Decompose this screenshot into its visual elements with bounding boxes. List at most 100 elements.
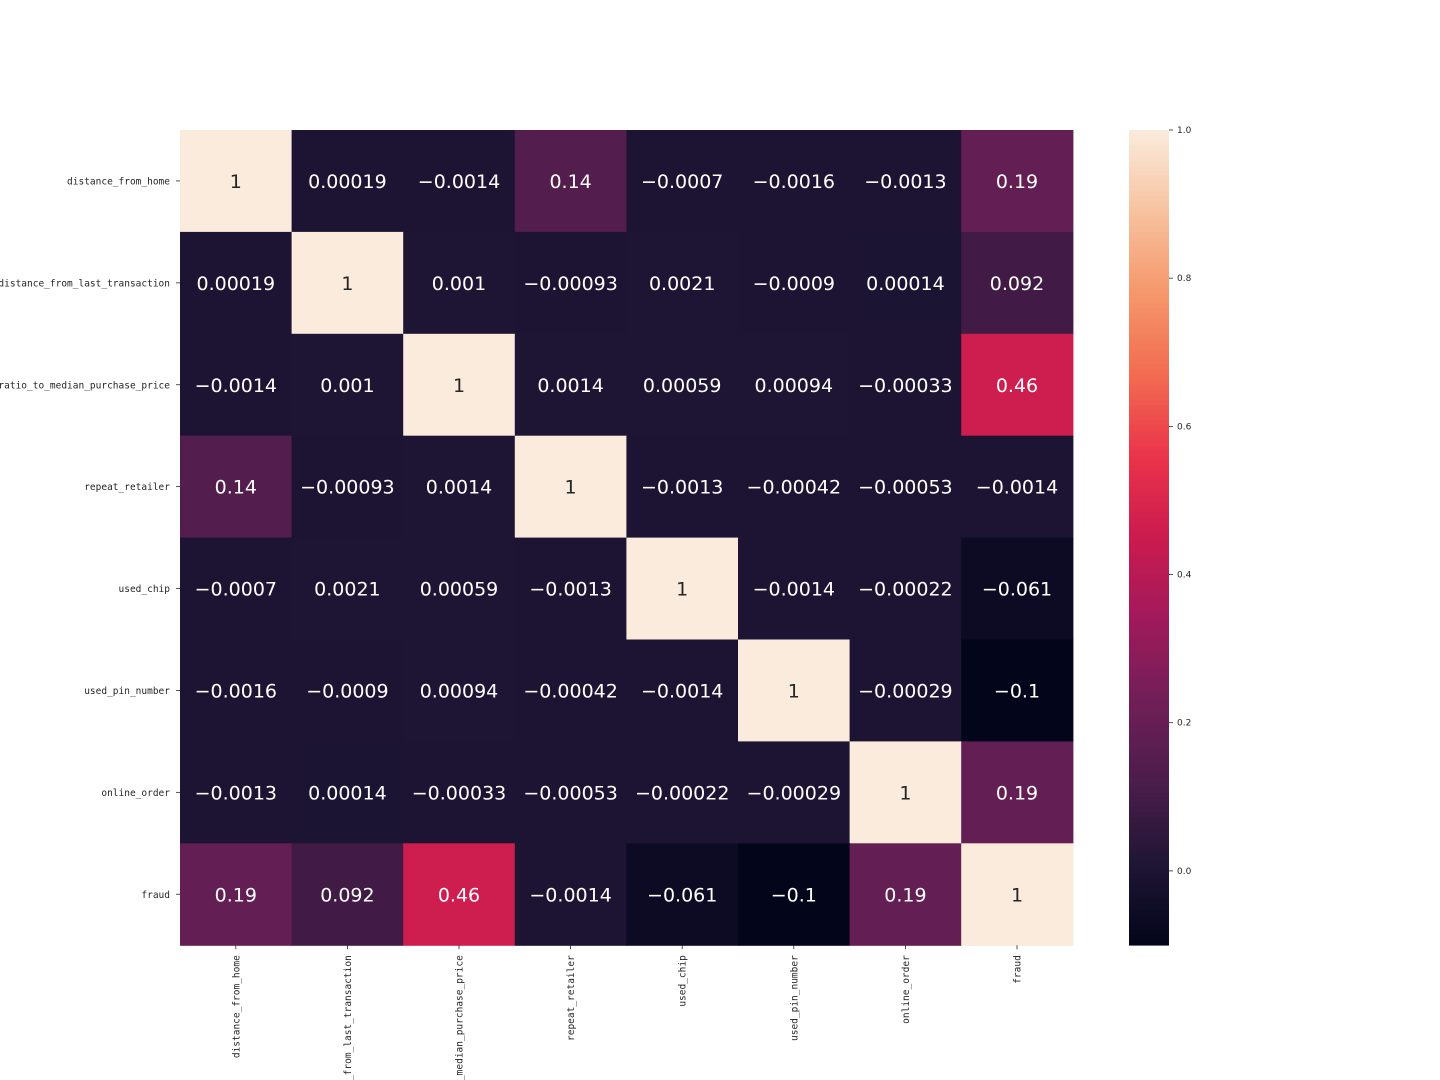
heatmap-cell-4-1 (291, 537, 404, 641)
cell-annotation-6-5: −0.00029 (747, 782, 842, 804)
cell-annotation-6-6: 1 (899, 782, 911, 804)
colorbar-segment-94 (1129, 608, 1169, 615)
heatmap-cell-7-0 (180, 843, 293, 946)
colorbar-segment-86 (1129, 568, 1169, 574)
colorbar-segment-1 (1129, 135, 1169, 141)
cell-annotation-7-6: 0.19 (884, 884, 926, 906)
cell-annotation-0-7: 0.19 (996, 171, 1038, 193)
colorbar-segment-48 (1129, 374, 1169, 381)
colorbar-segment-17 (1129, 216, 1169, 223)
colorbar-segment-84 (1129, 557, 1169, 564)
colorbar-segment-151 (1129, 899, 1169, 905)
colorbar-segment-51 (1129, 389, 1169, 396)
colorbar-segment-68 (1129, 476, 1169, 483)
colorbar-segment-142 (1129, 853, 1169, 860)
cell-annotation-1-2: 0.001 (432, 273, 486, 295)
cell-annotation-2-6: −0.00033 (858, 375, 953, 397)
cell-annotation-7-2: 0.46 (438, 884, 480, 906)
heatmap-cell-2-7 (961, 333, 1074, 437)
cell-annotation-3-2: 0.0014 (426, 477, 492, 499)
heatmap-cell-6-7 (961, 741, 1074, 844)
colorbar-segment-23 (1129, 247, 1169, 253)
x-tick-label-online_order: online_order (901, 955, 912, 1024)
cell-annotation-6-0: −0.0013 (195, 782, 277, 804)
colorbar-segment-2 (1129, 140, 1169, 146)
cell-annotation-6-4: −0.00022 (635, 782, 730, 804)
colorbar-segment-146 (1129, 873, 1169, 880)
colorbar-segment-62 (1129, 445, 1169, 452)
heatmap-cell-5-4 (626, 639, 739, 742)
cell-annotation-5-5: 1 (788, 680, 800, 702)
colorbar-segment-21 (1129, 236, 1169, 243)
heatmap-cell-0-1 (291, 130, 404, 233)
colorbar-segment-121 (1129, 746, 1169, 753)
heatmap-cell-6-0 (180, 741, 293, 844)
heatmap-cell-0-5 (738, 130, 851, 233)
heatmap-cell-3-7 (961, 435, 1074, 539)
colorbar-segment-130 (1129, 792, 1169, 798)
x-tick-label-fraud: fraud (1013, 955, 1024, 984)
cell-annotation-6-1: 0.00014 (308, 782, 387, 804)
heatmap-cell-2-1 (291, 333, 404, 437)
cell-annotation-0-6: −0.0013 (864, 171, 946, 193)
colorbar-segment-101 (1129, 644, 1169, 651)
heatmap-cell-3-4 (626, 435, 739, 539)
colorbar-segment-37 (1129, 318, 1169, 325)
colorbar-segment-91 (1129, 593, 1169, 600)
heatmap-cell-3-6 (849, 435, 962, 539)
heatmap-cell-6-5 (738, 741, 851, 844)
colorbar-segment-46 (1129, 364, 1169, 371)
colorbar-tick-label-2: 0.4 (1177, 571, 1192, 581)
y-tick-label-ratio_to_median_purchase_price: ratio_to_median_purchase_price (0, 380, 170, 391)
heatmap-cell-2-2 (403, 333, 516, 437)
colorbar-segment-95 (1129, 613, 1169, 620)
colorbar-segment-147 (1129, 878, 1169, 885)
colorbar-segment-157 (1129, 929, 1169, 936)
colorbar-segment-120 (1129, 741, 1169, 747)
heatmap-cell-1-7 (961, 231, 1074, 335)
heatmap-cell-0-3 (514, 130, 627, 233)
colorbar-segment-4 (1129, 150, 1169, 157)
y-tick-label-repeat_retailer: repeat_retailer (84, 482, 170, 493)
cell-annotation-6-2: −0.00033 (412, 782, 507, 804)
heatmap-cell-5-5 (738, 639, 851, 742)
colorbar-segment-106 (1129, 669, 1169, 676)
colorbar-segment-38 (1129, 323, 1169, 330)
colorbar-segment-100 (1129, 639, 1169, 646)
x-axis-tick-labels: distance_from_home distance_from_last_tra… (231, 945, 1024, 1080)
colorbar-segment-112 (1129, 700, 1169, 707)
colorbar-segment-45 (1129, 359, 1169, 365)
colorbar-segment-15 (1129, 206, 1169, 213)
heatmap-cell-1-1 (291, 231, 404, 335)
cell-annotation-3-1: −0.00093 (300, 477, 395, 499)
colorbar-segment-50 (1129, 384, 1169, 391)
colorbar-segment-137 (1129, 827, 1169, 834)
colorbar-segment-25 (1129, 257, 1169, 264)
colorbar-segment-57 (1129, 420, 1169, 427)
cell-annotation-4-5: −0.0014 (753, 579, 835, 601)
heatmap-cell-4-0 (180, 537, 293, 641)
cell-annotation-5-3: −0.00042 (523, 680, 618, 702)
colorbar-segment-150 (1129, 894, 1169, 900)
heatmap-cell-1-6 (849, 231, 962, 335)
colorbar-segment-133 (1129, 807, 1169, 814)
colorbar-segment-39 (1129, 328, 1169, 335)
colorbar-segment-124 (1129, 761, 1169, 768)
cell-annotation-3-3: 1 (565, 477, 577, 499)
colorbar-segment-75 (1129, 512, 1169, 518)
colorbar-segment-19 (1129, 226, 1169, 233)
cell-annotation-6-7: 0.19 (996, 782, 1038, 804)
colorbar-segment-6 (1129, 160, 1169, 167)
colorbar-segment-56 (1129, 415, 1169, 421)
colorbar-segment-3 (1129, 145, 1169, 151)
cell-annotation-4-2: 0.00059 (420, 579, 499, 601)
colorbar-segment-115 (1129, 715, 1169, 722)
colorbar-segment-31 (1129, 287, 1169, 294)
colorbar-segment-27 (1129, 267, 1169, 274)
colorbar-segment-82 (1129, 547, 1169, 554)
heatmap-cell-3-5 (738, 435, 851, 539)
colorbar-segment-114 (1129, 710, 1169, 717)
colorbar-tick-label-1: 0.2 (1177, 719, 1191, 729)
colorbar-segment-127 (1129, 776, 1169, 783)
colorbar-segment-97 (1129, 624, 1169, 630)
